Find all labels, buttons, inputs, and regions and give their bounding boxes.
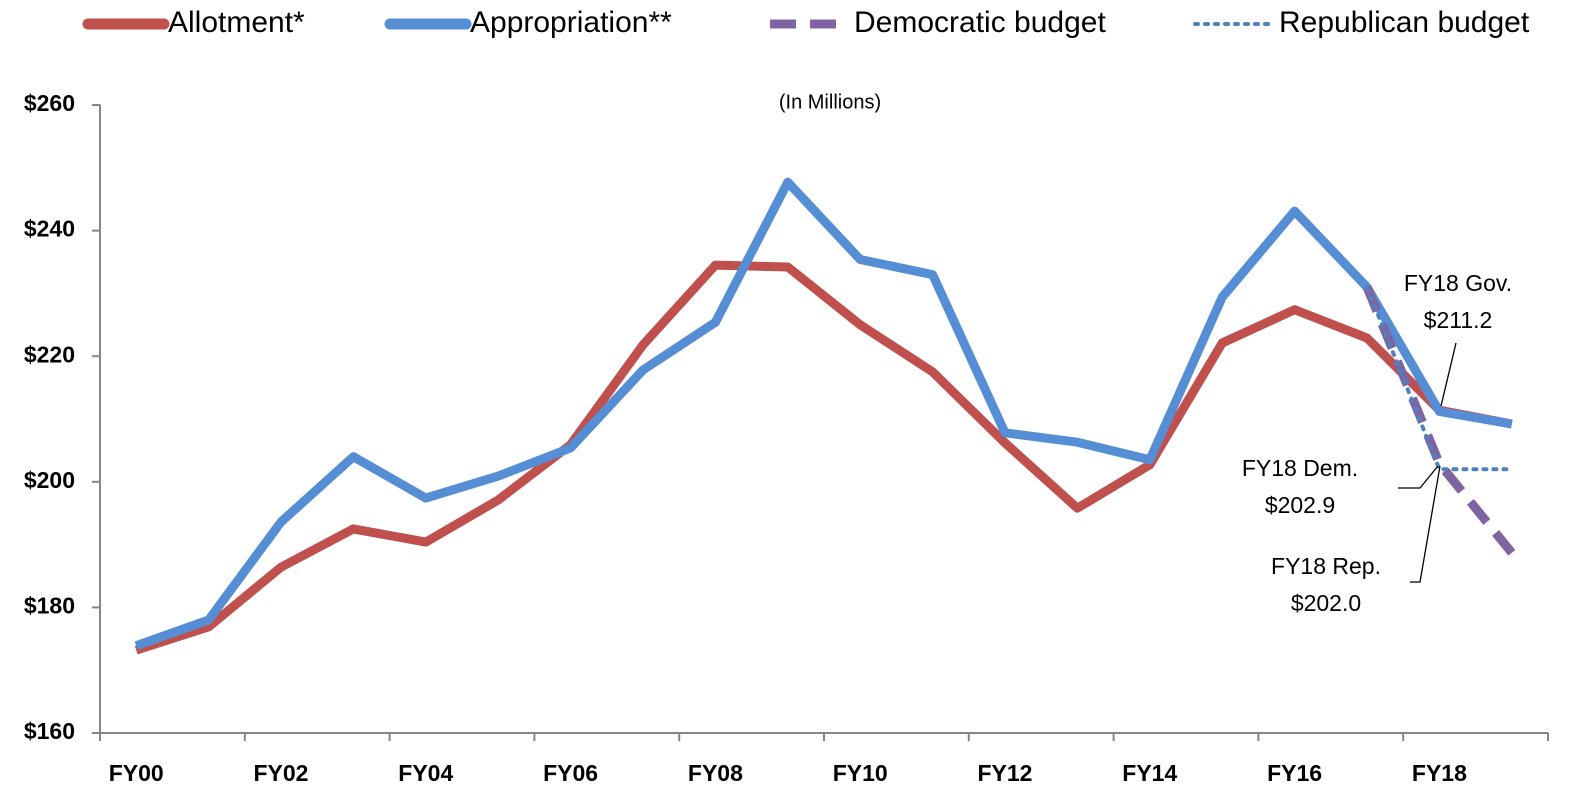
annotation-leader — [1398, 465, 1439, 489]
line-series — [134, 177, 1513, 650]
annotation: FY18 Gov. — [1404, 270, 1512, 296]
x-tick-label: FY08 — [688, 760, 743, 786]
x-tick-label: FY02 — [254, 760, 309, 786]
annotation: FY18 Rep. — [1271, 553, 1381, 579]
annotation: $202.9 — [1265, 492, 1335, 518]
legend-label: Appropriation** — [470, 6, 672, 39]
legend-label: Democratic budget — [854, 6, 1106, 39]
legend-label: Allotment* — [168, 6, 305, 39]
annotation-leader — [1410, 465, 1441, 583]
line-series — [134, 260, 1513, 655]
x-tick-label: FY04 — [398, 760, 453, 786]
y-tick-label: $240 — [24, 216, 75, 242]
y-tick-label: $220 — [24, 341, 75, 367]
chart-subtitle: (In Millions) — [779, 91, 881, 113]
line-series — [1365, 285, 1514, 472]
annotation: $211.2 — [1424, 307, 1493, 333]
x-tick-label: FY12 — [978, 760, 1033, 786]
annotation: FY18 Dem. — [1242, 455, 1358, 481]
x-tick-label: FY10 — [833, 760, 888, 786]
x-tick-label: FY00 — [109, 760, 164, 786]
annotation: $202.0 — [1291, 590, 1361, 616]
x-tick-label: FY18 — [1412, 760, 1467, 786]
x-tick-label: FY16 — [1267, 760, 1322, 786]
y-tick-label: $180 — [24, 592, 75, 618]
legend-label: Republican budget — [1279, 6, 1530, 39]
x-tick-label: FY06 — [543, 760, 598, 786]
y-tick-label: $260 — [24, 90, 75, 116]
annotation-leader — [1440, 342, 1457, 407]
y-tick-label: $160 — [24, 718, 75, 744]
x-tick-label: FY14 — [1122, 760, 1177, 786]
y-tick-label: $200 — [24, 467, 75, 493]
